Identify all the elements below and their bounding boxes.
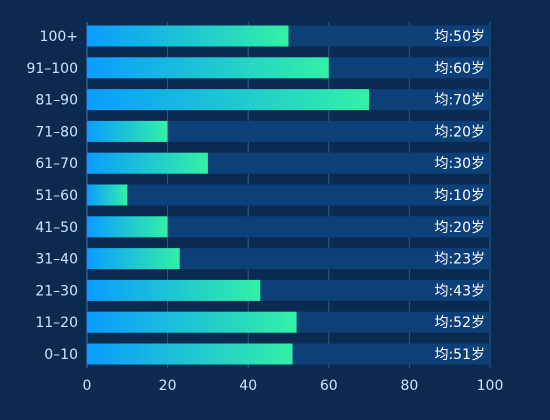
x-tick-label: 80 bbox=[400, 378, 418, 394]
bar-81–90 bbox=[87, 89, 370, 111]
value-label: 均:60岁 bbox=[434, 61, 485, 77]
bar-21–30 bbox=[87, 279, 261, 301]
category-label: 21–30 bbox=[35, 283, 78, 299]
bar-61–70 bbox=[87, 152, 208, 174]
bar-41–50 bbox=[87, 216, 168, 238]
category-label: 71–80 bbox=[35, 124, 78, 140]
bar-91–100 bbox=[87, 57, 329, 79]
x-tick-label: 20 bbox=[159, 378, 177, 394]
bar-track bbox=[87, 120, 490, 142]
value-label: 均:50岁 bbox=[434, 29, 485, 45]
bar-0–10 bbox=[87, 343, 293, 365]
x-tick-label: 40 bbox=[239, 378, 257, 394]
value-label: 均:20岁 bbox=[434, 220, 485, 236]
value-label: 均:43岁 bbox=[434, 283, 485, 299]
category-label: 61–70 bbox=[35, 156, 78, 172]
bar-71–80 bbox=[87, 120, 168, 142]
bar-track bbox=[87, 216, 490, 238]
value-labels: 均:50岁均:60岁均:70岁均:20岁均:30岁均:10岁均:20岁均:23岁… bbox=[434, 29, 485, 363]
x-tick-label: 60 bbox=[320, 378, 338, 394]
category-label: 11–20 bbox=[35, 315, 78, 331]
bar-31–40 bbox=[87, 248, 180, 270]
value-label: 均:23岁 bbox=[434, 252, 485, 268]
value-label: 均:10岁 bbox=[434, 188, 485, 204]
bar-100+ bbox=[87, 25, 289, 47]
value-label: 均:20岁 bbox=[434, 124, 485, 140]
x-tick-label: 0 bbox=[83, 378, 92, 394]
category-label: 31–40 bbox=[35, 252, 78, 268]
value-label: 均:30岁 bbox=[434, 156, 485, 172]
category-label: 51–60 bbox=[35, 188, 78, 204]
value-label: 均:51岁 bbox=[434, 347, 485, 363]
bar-51–60 bbox=[87, 184, 128, 206]
bar-11–20 bbox=[87, 311, 297, 333]
category-labels: 100+ 91–100 81–90 71–80 61–70 51–60 41–50 31–40… bbox=[26, 29, 78, 363]
x-tick-label: 100 bbox=[477, 378, 504, 394]
category-label: 100+ bbox=[40, 29, 78, 45]
bars bbox=[87, 25, 370, 365]
bar-track bbox=[87, 184, 490, 206]
value-label: 均:70岁 bbox=[434, 93, 485, 109]
value-label: 均:52岁 bbox=[434, 315, 485, 331]
category-label: 41–50 bbox=[35, 220, 78, 236]
category-label: 81–90 bbox=[35, 93, 78, 109]
category-label: 0–10 bbox=[44, 347, 78, 363]
category-label: 91–100 bbox=[26, 61, 78, 77]
bar-track bbox=[87, 248, 490, 270]
x-axis-ticks: 0 20 40 60 80 100 bbox=[83, 378, 504, 394]
